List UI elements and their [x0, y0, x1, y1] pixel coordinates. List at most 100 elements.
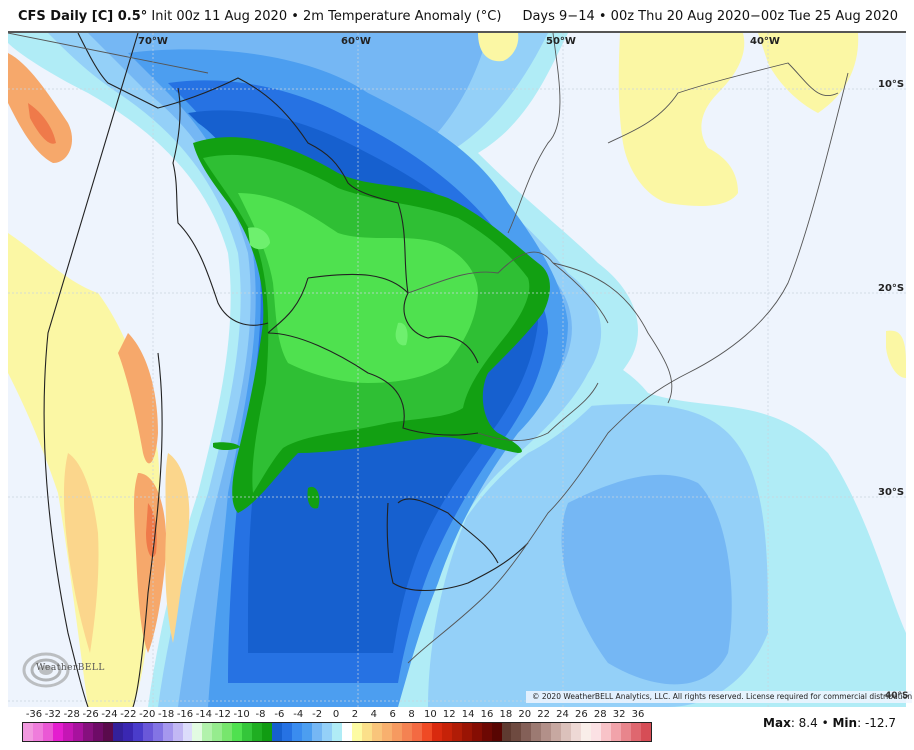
legend-swatch	[262, 723, 273, 741]
legend-swatch	[641, 723, 652, 741]
legend-swatch	[162, 723, 173, 741]
legend-tick-label: -26	[82, 709, 99, 720]
legend-tick-label: -28	[63, 709, 80, 720]
legend-swatch	[391, 723, 402, 741]
legend-swatch	[102, 723, 113, 741]
legend-swatch	[471, 723, 482, 741]
legend-swatch	[42, 723, 53, 741]
legend-tick-label: 4	[370, 709, 377, 720]
model-degree: °	[140, 9, 148, 24]
legend-tick-label: -36	[25, 709, 43, 720]
legend-swatch	[322, 723, 333, 741]
legend-swatch	[361, 723, 372, 741]
legend-swatch	[531, 723, 542, 741]
swirl-logo-icon	[22, 652, 70, 688]
legend-tick-label: -2	[312, 709, 323, 720]
legend-tick-label: -24	[101, 709, 118, 720]
legend-swatch	[242, 723, 253, 741]
legend-swatch	[541, 723, 552, 741]
legend-swatch	[581, 723, 592, 741]
weatherbell-logo: WeatherBELL	[20, 650, 110, 690]
legend-swatch	[451, 723, 462, 741]
legend-tick-label: 2	[351, 709, 359, 720]
legend-swatch	[252, 723, 263, 741]
legend-swatch	[561, 723, 572, 741]
legend-swatch	[501, 723, 512, 741]
legend-tick-label: -14	[195, 709, 213, 720]
latitude-label-10s: 10°S	[878, 79, 905, 90]
legend-tick-label: 8	[408, 709, 415, 720]
legend-tick-label: 6	[389, 709, 396, 720]
legend-swatch	[112, 723, 123, 741]
legend-swatch	[601, 723, 612, 741]
legend-swatch	[571, 723, 582, 741]
legend-tick-label: -16	[176, 709, 194, 720]
valid-range: Days 9−14 • 00z Thu 20 Aug 2020−00z Tue …	[522, 9, 898, 24]
legend-swatch	[332, 723, 342, 741]
legend-swatch	[431, 723, 442, 741]
legend-tick-labels: -36 -32 -28 -26 -24 -22 -20 -18 -16 -14 -12 -10 -8 -6…	[20, 707, 652, 720]
legend-tick-label: -6	[274, 709, 285, 720]
legend-swatch	[441, 723, 452, 741]
longitude-label-60w: 60°W	[341, 36, 371, 47]
legend-tick-label: -18	[157, 709, 175, 720]
temperature-anomaly-map	[8, 33, 906, 707]
legend-tick-label: -22	[120, 709, 137, 720]
legend-swatch	[481, 723, 492, 741]
map-panel[interactable]: 70°W 60°W 50°W 40°W 10°S 20°S 30°S	[8, 31, 906, 707]
legend-tick-label: -4	[293, 709, 304, 720]
min-label: Min	[832, 716, 858, 730]
legend-tick-label: -10	[233, 709, 250, 720]
legend-tick-label: 18	[499, 709, 513, 720]
legend-swatch	[401, 723, 412, 741]
copyright-notice: © 2020 WeatherBELL Analytics, LLC. All r…	[526, 691, 912, 703]
legend-tick-label: -12	[214, 709, 231, 720]
legend-swatch	[381, 723, 392, 741]
latitude-label-20s: 20°S	[878, 283, 905, 294]
legend-tick-label: 32	[612, 709, 626, 720]
stats-separator: •	[817, 716, 833, 730]
legend-swatch	[351, 723, 362, 741]
legend-tick-label: 36	[631, 709, 645, 720]
latitude-label-30s: 30°S	[878, 487, 905, 498]
model-name: CFS Daily [C] 0.5	[18, 9, 141, 24]
legend-swatch	[52, 723, 63, 741]
color-legend: -36 -32 -28 -26 -24 -22 -20 -18 -16 -14 -12 -10 -8 -6…	[20, 707, 652, 747]
legend-tick-label: 12	[442, 709, 456, 720]
legend-tick-label: -20	[139, 709, 156, 720]
legend-swatch	[551, 723, 562, 741]
legend-swatch	[611, 723, 622, 741]
legend-swatch	[182, 723, 193, 741]
legend-color-bar	[22, 722, 652, 742]
title-bar: CFS Daily [C] 0.5° Init 00z 11 Aug 2020 …	[0, 0, 914, 31]
legend-swatch	[461, 723, 472, 741]
legend-swatch	[302, 723, 313, 741]
legend-swatch	[192, 723, 203, 741]
legend-swatch	[132, 723, 143, 741]
legend-tick-label: 0	[332, 709, 340, 720]
legend-swatch	[591, 723, 602, 741]
logo-text: WeatherBELL	[36, 663, 105, 673]
legend-swatch	[142, 723, 153, 741]
legend-tick-label: 28	[593, 709, 607, 720]
legend-swatch	[152, 723, 163, 741]
legend-tick-label: -8	[255, 709, 266, 720]
legend-swatch	[202, 723, 213, 741]
init-time: Init 00z 11 Aug 2020	[147, 9, 288, 24]
legend-swatch	[342, 723, 352, 741]
max-min-stats: Max: 8.4 • Min: -12.7	[763, 716, 896, 730]
map-title: CFS Daily [C] 0.5° Init 00z 11 Aug 2020 …	[18, 9, 501, 24]
legend-swatch	[92, 723, 103, 741]
legend-tick-label: 10	[424, 709, 437, 720]
legend-tick-label: 20	[518, 709, 532, 720]
max-label: Max	[763, 716, 791, 730]
legend-swatch	[62, 723, 73, 741]
legend-tick-label: 16	[480, 709, 494, 720]
latitude-label-40s: 40°S	[885, 691, 909, 701]
legend-swatch	[172, 723, 183, 741]
legend-swatch	[511, 723, 522, 741]
legend-swatch	[521, 723, 532, 741]
legend-swatch	[411, 723, 422, 741]
legend-swatch	[621, 723, 632, 741]
legend-tick-label: 14	[461, 709, 475, 720]
